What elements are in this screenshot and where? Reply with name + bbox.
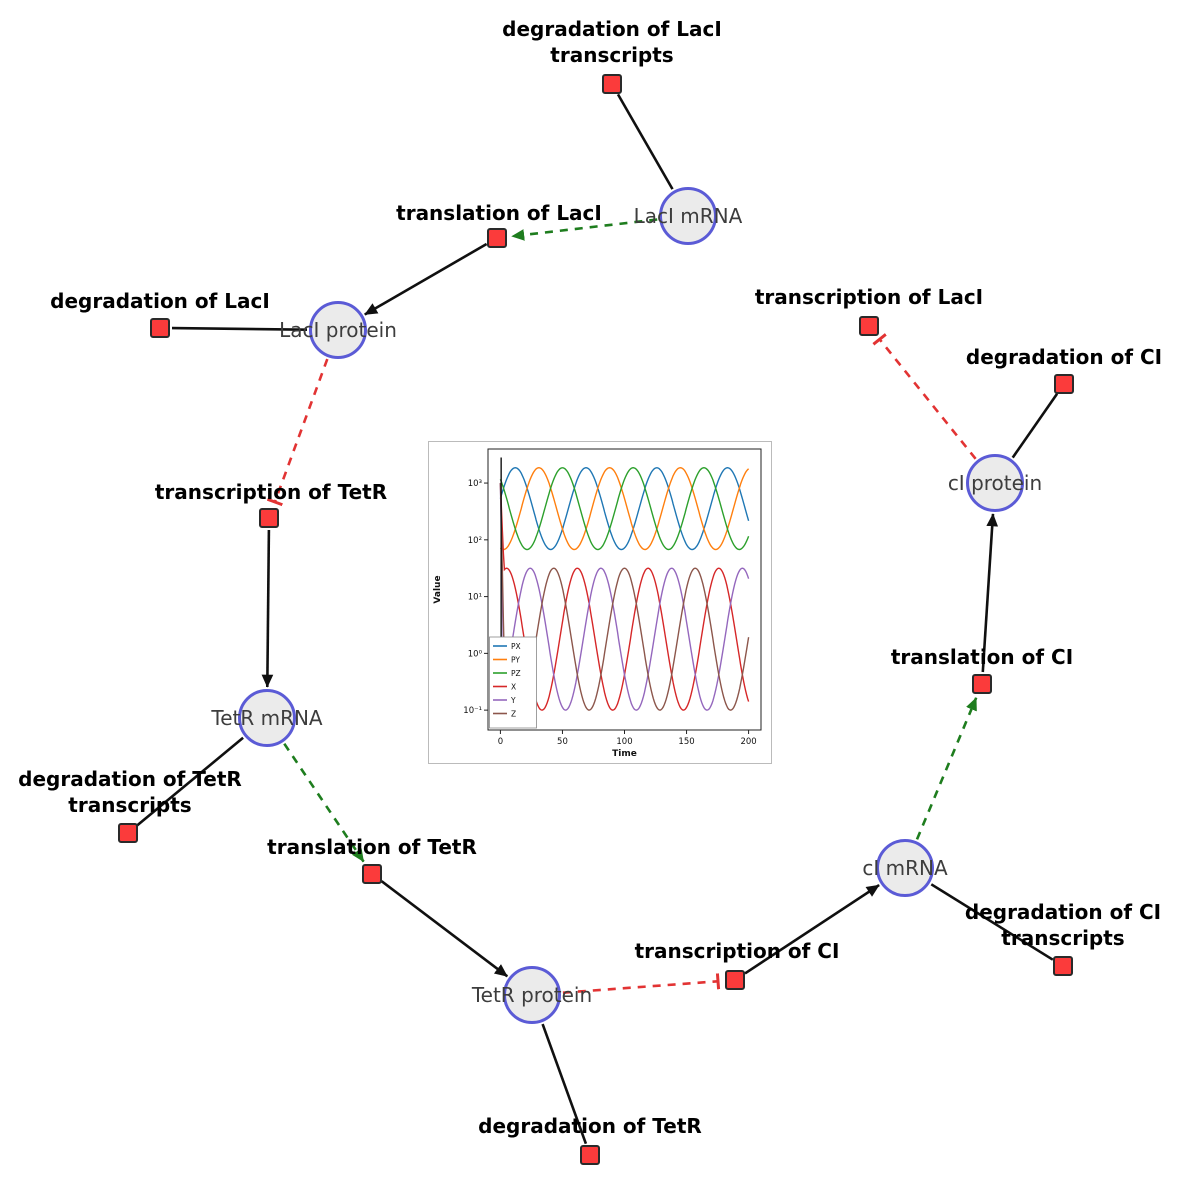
reaction-label-line: degradation of CI <box>965 345 1163 369</box>
reaction-node-degradation-of-tetr-transcripts <box>118 823 138 843</box>
reaction-label-line: transcription of TetR <box>154 480 388 504</box>
series-curve-px <box>499 466 750 551</box>
legend-label-y: Y <box>510 696 516 705</box>
edge-consumption-tetr-protein-to-degradation-of-tetr <box>541 1023 588 1145</box>
reaction-label-degradation-of-ci-transcripts: degradation of CI transcripts <box>893 899 1189 951</box>
edge-consumption-ci-mrna-to-degradation-of-ci-transcripts <box>930 883 1054 961</box>
legend-label-px: PX <box>511 642 521 651</box>
reaction-label-line: transcripts <box>68 793 192 817</box>
species-node-laci-protein <box>309 301 367 359</box>
reaction-node-transcription-of-ci <box>725 970 745 990</box>
series-curve-pz <box>499 466 750 551</box>
species-label-tetr-mrna: TetR mRNA <box>211 706 323 730</box>
y-tick-label: 10² <box>468 536 482 546</box>
x-axis-label: Time <box>612 749 637 759</box>
edge-production-translation-of-ci-to-ci-protein <box>981 513 999 673</box>
reaction-label-line: translation of CI <box>890 645 1074 669</box>
species-label-ci-mrna: cI mRNA <box>862 856 948 880</box>
y-tick-label: 10⁰ <box>468 649 483 659</box>
edge-consumption-tetr-mrna-to-degradation-of-tetr-transcripts <box>136 736 244 827</box>
series-curve-y <box>499 483 750 711</box>
reaction-label-line: degradation of LacI <box>50 289 270 313</box>
x-tick-label: 150 <box>678 737 694 747</box>
edge-modifier-ci-mrna-to-translation-of-ci <box>915 697 978 840</box>
reaction-node-transcription-of-tetr <box>259 508 279 528</box>
reaction-label-line: degradation of LacI <box>502 17 722 41</box>
y-tick-label: 10¹ <box>468 593 482 603</box>
x-tick-label: 0 <box>498 737 503 747</box>
reaction-node-translation-of-tetr <box>362 864 382 884</box>
edge-consumption-laci-protein-to-degradation-of-laci <box>171 326 308 331</box>
edge-production-translation-of-laci-to-laci-protein <box>364 242 488 316</box>
species-label-laci-mrna: LacI mRNA <box>633 204 743 228</box>
species-node-tetr-protein <box>503 966 561 1024</box>
edge-production-translation-of-tetr-to-tetr-protein <box>380 880 509 978</box>
reaction-node-degradation-of-ci <box>1054 374 1074 394</box>
edge-production-transcription-of-ci-to-ci-mrna <box>744 884 880 975</box>
x-tick-label: 100 <box>616 737 632 747</box>
reaction-label-transcription-of-tetr: transcription of TetR <box>101 479 441 505</box>
reaction-label-translation-of-ci: translation of CI <box>812 644 1152 670</box>
reaction-label-degradation-of-laci-transcripts: degradation of LacI transcripts <box>442 16 782 68</box>
reaction-node-degradation-of-laci <box>150 318 170 338</box>
reaction-label-line: degradation of TetR <box>478 1114 702 1138</box>
reaction-label-transcription-of-ci: transcription of CI <box>567 938 907 964</box>
edge-inhibition-ci-protein-to-transcription-of-laci <box>872 333 977 460</box>
reaction-node-translation-of-laci <box>487 228 507 248</box>
species-node-tetr-mrna <box>238 689 296 747</box>
reaction-label-degradation-of-ci: degradation of CI <box>894 344 1189 370</box>
reaction-label-line: transcripts <box>1001 926 1125 950</box>
x-tick-label: 200 <box>740 737 756 747</box>
reaction-label-line: translation of TetR <box>267 835 477 859</box>
reaction-label-translation-of-tetr: translation of TetR <box>202 834 542 860</box>
edge-consumption-laci-mrna-to-degradation-of-laci-transcripts <box>616 93 674 190</box>
y-tick-label: 10⁻¹ <box>463 706 482 716</box>
series-curve-z <box>499 483 750 711</box>
edge-modifier-laci-mrna-to-translation-of-laci <box>511 218 658 241</box>
species-label-laci-protein: LacI protein <box>279 318 397 342</box>
edge-production-transcription-of-tetr-to-tetr-mrna <box>261 529 274 688</box>
x-tick-label: 50 <box>557 737 568 747</box>
curve-layer <box>499 457 750 722</box>
reaction-label-transcription-of-laci: transcription of LacI <box>699 284 1039 310</box>
reaction-label-line: transcription of LacI <box>754 285 984 309</box>
reaction-label-line: degradation of CI <box>964 900 1162 924</box>
series-curve-py <box>499 466 750 551</box>
simulation-inset-chart: 10⁻¹ 10⁰ 10¹ 10² 10³ 0 50 100 150 200 Value Time PX P… <box>428 441 772 764</box>
reaction-node-degradation-of-laci-transcripts <box>602 74 622 94</box>
y-axis-label: Value <box>433 575 443 603</box>
reaction-node-degradation-of-ci-transcripts <box>1053 956 1073 976</box>
reaction-label-degradation-of-laci: degradation of LacI <box>0 288 330 314</box>
reaction-label-line: transcripts <box>550 43 674 67</box>
species-node-ci-protein <box>966 454 1024 512</box>
edge-inhibition-laci-protein-to-transcription-of-tetr <box>266 358 329 507</box>
reaction-node-translation-of-ci <box>972 674 992 694</box>
edge-consumption-ci-protein-to-degradation-of-ci <box>1011 393 1059 459</box>
reaction-node-transcription-of-laci <box>859 316 879 336</box>
reaction-label-translation-of-laci: translation of LacI <box>329 200 669 226</box>
y-tick-label: 10³ <box>468 479 482 489</box>
species-label-tetr-protein: TetR protein <box>471 983 593 1007</box>
reaction-label-line: transcription of CI <box>634 939 840 963</box>
edge-inhibition-tetr-protein-to-transcription-of-ci <box>562 973 721 994</box>
species-node-laci-mrna <box>659 187 717 245</box>
legend-label-z: Z <box>511 709 516 718</box>
reaction-label-line: degradation of TetR <box>18 767 242 791</box>
species-node-ci-mrna <box>876 839 934 897</box>
species-label-ci-protein: cI protein <box>947 471 1043 495</box>
reaction-node-degradation-of-tetr <box>580 1145 600 1165</box>
legend-label-x: X <box>511 682 516 691</box>
legend-label-py: PY <box>511 655 520 664</box>
reaction-label-degradation-of-tetr: degradation of TetR <box>420 1113 760 1139</box>
legend-label-pz: PZ <box>511 669 521 678</box>
reaction-label-degradation-of-tetr-transcripts: degradation of TetR transcripts <box>0 766 300 818</box>
reaction-label-line: translation of LacI <box>396 201 602 225</box>
